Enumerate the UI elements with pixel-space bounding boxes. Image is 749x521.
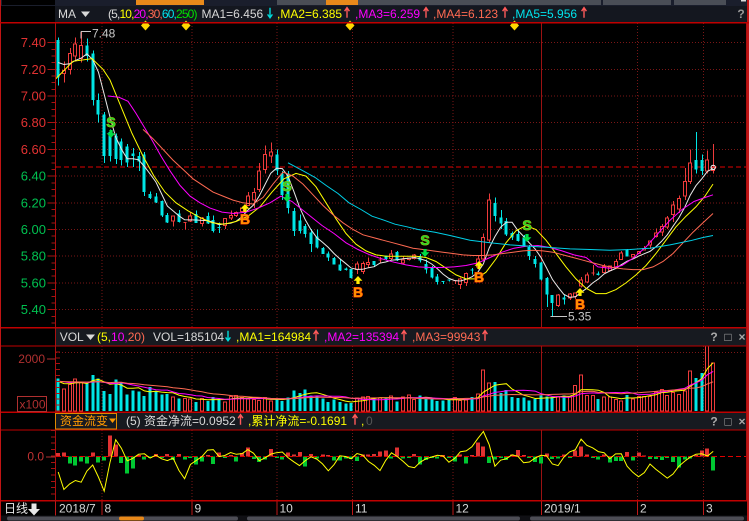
svg-text:5.40: 5.40 [21, 302, 46, 317]
svg-text:日线: 日线 [4, 502, 28, 516]
svg-text:6.80: 6.80 [21, 115, 46, 130]
svg-text:5.35: 5.35 [568, 310, 592, 324]
svg-text:B: B [240, 211, 250, 227]
svg-text:B: B [353, 284, 363, 300]
svg-text:2: 2 [640, 502, 647, 516]
svg-text:6.60: 6.60 [21, 142, 46, 157]
svg-text:S: S [106, 114, 115, 130]
svg-text:□: □ [724, 330, 731, 344]
svg-text:11: 11 [355, 502, 368, 516]
svg-text:,MA2=6.385: ,MA2=6.385 [277, 7, 342, 21]
svg-text:资金净流=0.0952: 资金净流=0.0952 [144, 413, 236, 428]
svg-text:MA: MA [58, 7, 76, 21]
svg-text:B: B [474, 269, 484, 285]
svg-text:x100: x100 [20, 398, 46, 412]
svg-text:VOL: VOL [60, 330, 84, 344]
svg-text:,累计净流=-0.1691: ,累计净流=-0.1691 [248, 414, 347, 428]
svg-text:6.40: 6.40 [21, 169, 46, 184]
svg-text:(5,10,20,30,60,250): (5,10,20,30,60,250) [108, 7, 198, 21]
svg-text:B: B [575, 296, 585, 312]
svg-text:,MA3=99943: ,MA3=99943 [412, 330, 481, 344]
svg-text:7.20: 7.20 [21, 62, 46, 77]
svg-text:5.80: 5.80 [21, 249, 46, 264]
svg-text:S: S [522, 217, 531, 233]
svg-text:?: ? [710, 415, 717, 429]
svg-text:(5,10,20): (5,10,20) [97, 330, 145, 344]
svg-text:7.00: 7.00 [21, 89, 46, 104]
svg-text:×: × [738, 330, 745, 344]
svg-text:7.40: 7.40 [21, 35, 46, 50]
svg-text:,MA4=6.123: ,MA4=6.123 [433, 7, 498, 21]
svg-text:0: 0 [366, 414, 373, 428]
svg-text:,MA1=164984: ,MA1=164984 [236, 330, 311, 344]
svg-text:12: 12 [456, 502, 470, 516]
svg-text:□: □ [724, 415, 731, 429]
svg-text:S: S [282, 178, 291, 194]
svg-text:,MA3=6.259: ,MA3=6.259 [355, 7, 420, 21]
svg-text:(5): (5) [126, 414, 141, 428]
svg-text:?: ? [710, 330, 717, 344]
svg-text:,MA2=135394: ,MA2=135394 [324, 330, 399, 344]
svg-text:8: 8 [105, 502, 112, 516]
svg-text:6.00: 6.00 [21, 222, 46, 237]
svg-text:?: ? [737, 7, 744, 21]
svg-text:S: S [420, 232, 429, 248]
svg-text:9: 9 [195, 502, 202, 516]
svg-text:资金流变: 资金流变 [60, 413, 108, 428]
svg-text:×: × [738, 415, 745, 429]
svg-text:10: 10 [280, 502, 294, 516]
svg-text:3: 3 [706, 502, 713, 516]
svg-text:VOL=185104: VOL=185104 [153, 330, 224, 344]
svg-text:2000: 2000 [18, 352, 45, 366]
svg-text:MA1=6.456: MA1=6.456 [202, 7, 264, 21]
svg-text:6.20: 6.20 [21, 195, 46, 210]
svg-text:7.48: 7.48 [92, 27, 116, 41]
svg-text:5.60: 5.60 [21, 275, 46, 290]
svg-text:0.0: 0.0 [27, 450, 44, 464]
svg-text:,MA5=5.956: ,MA5=5.956 [512, 7, 577, 21]
svg-text:2018/7: 2018/7 [59, 502, 96, 516]
svg-text:,: , [361, 414, 364, 428]
svg-text:2019/1: 2019/1 [544, 502, 581, 516]
